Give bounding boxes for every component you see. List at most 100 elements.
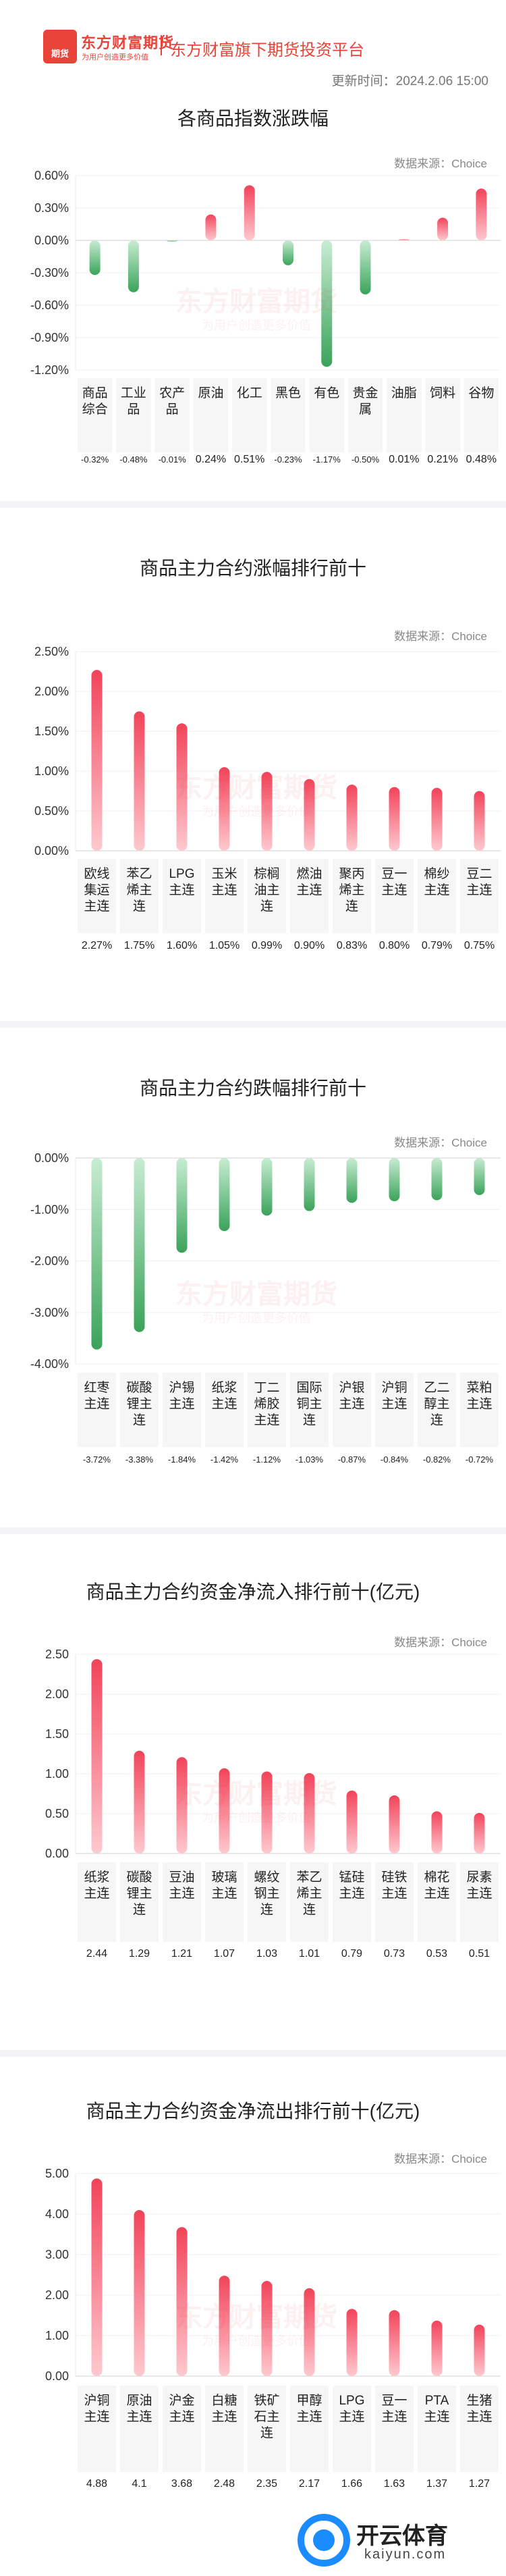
category-label: 烯主 bbox=[126, 883, 152, 897]
value-label: 1.03 bbox=[256, 1948, 277, 1960]
value-label: -0.82% bbox=[423, 1454, 451, 1465]
category-label: 连 bbox=[260, 899, 273, 914]
category-cell bbox=[248, 859, 286, 933]
category-label: 主连 bbox=[211, 1396, 237, 1411]
category-label: 连 bbox=[133, 1902, 146, 1917]
category-label: 连 bbox=[345, 899, 358, 914]
chart-index-change: 0.60% 0.30% 0.00% -0.30% -0.60% -0.90% -1.20% 商… bbox=[30, 169, 501, 465]
category-label: 主连 bbox=[296, 883, 322, 897]
value-label: 2.27% bbox=[82, 940, 112, 951]
category-label: 主连 bbox=[381, 883, 407, 897]
section-index-change: 各商品指数涨跌幅 数据来源：Choice 0.60% 0.30% 0.00% -0.3… bbox=[0, 95, 506, 500]
logo-badge: 期货 bbox=[51, 49, 69, 59]
category-label: 棉纱 bbox=[424, 866, 449, 881]
category-label: 碳酸 bbox=[126, 1380, 152, 1395]
header-title: 东方财富旗下期货投资平台 bbox=[170, 41, 364, 59]
section-divider bbox=[0, 1021, 506, 1028]
category-label: 主连 bbox=[211, 2409, 237, 2424]
category-cell bbox=[205, 859, 244, 933]
bar bbox=[398, 239, 410, 240]
bar bbox=[437, 217, 449, 240]
category-label: 国际 bbox=[296, 1380, 322, 1395]
category-cell bbox=[333, 1862, 371, 1942]
category-cell bbox=[154, 378, 190, 452]
value-label: -0.50% bbox=[352, 454, 380, 465]
page-header: 期货 东方财富期货 为用户创造更多价值 东方财富旗下期货投资平台 更新时间：20… bbox=[0, 0, 506, 88]
bar bbox=[474, 1812, 485, 1854]
value-label: 1.60% bbox=[167, 940, 197, 951]
category-cell bbox=[248, 1862, 286, 1942]
bar bbox=[167, 240, 178, 242]
value-label: -0.84% bbox=[381, 1454, 409, 1465]
value-label: 0.80% bbox=[379, 940, 410, 951]
y-tick-label: 1.00% bbox=[34, 764, 69, 778]
y-tick-label: -0.90% bbox=[30, 331, 69, 344]
category-label: 螺纹 bbox=[254, 1870, 279, 1885]
category-cell bbox=[290, 859, 329, 933]
value-label: 2.35 bbox=[256, 2478, 277, 2490]
value-label: 0.48% bbox=[466, 454, 497, 465]
bar bbox=[474, 2324, 485, 2376]
data-source-label: 数据来源：Choice bbox=[394, 630, 487, 643]
bar bbox=[176, 2227, 188, 2376]
value-label: 0.21% bbox=[427, 454, 457, 465]
value-label: -1.42% bbox=[210, 1454, 239, 1465]
corner-logo-url: kaiyun.com bbox=[364, 2547, 447, 2562]
value-label: 2.48 bbox=[214, 2478, 235, 2490]
category-cell bbox=[375, 859, 414, 933]
category-cell bbox=[163, 1862, 201, 1942]
category-cell bbox=[418, 1862, 456, 1942]
bar bbox=[261, 1771, 273, 1854]
bar bbox=[134, 711, 145, 851]
bar bbox=[205, 214, 217, 240]
category-label: 品 bbox=[127, 402, 140, 417]
bar bbox=[431, 2320, 443, 2376]
value-label: -1.03% bbox=[296, 1454, 324, 1465]
category-label: 主连 bbox=[84, 2409, 109, 2424]
category-label: 连 bbox=[303, 1902, 316, 1917]
category-cell bbox=[248, 1373, 286, 1447]
value-label: -0.72% bbox=[466, 1454, 494, 1465]
category-label: 综合 bbox=[82, 402, 108, 417]
watermark-text: 东方财富期货 bbox=[175, 773, 337, 803]
value-label: 3.68 bbox=[171, 2478, 192, 2490]
category-label: LPG bbox=[339, 2394, 364, 2408]
category-label: 主连 bbox=[126, 2409, 152, 2424]
category-label: PTA bbox=[425, 2394, 449, 2408]
chart-top-gainers: 2.50%2.00%1.50%1.00%0.50%0.00%欧线集运主连2.27… bbox=[34, 645, 501, 951]
category-label: 主连 bbox=[381, 1886, 407, 1901]
category-label: 豆一 bbox=[381, 867, 407, 881]
value-label: 2.17 bbox=[299, 2478, 320, 2490]
bar bbox=[176, 723, 188, 851]
data-source-label: 数据来源：Choice bbox=[394, 2153, 487, 2165]
category-label: 硅铁 bbox=[381, 1870, 407, 1885]
value-label: 0.51% bbox=[234, 454, 264, 465]
y-tick-label: 0.00% bbox=[34, 234, 69, 247]
category-label: 有色 bbox=[314, 386, 339, 400]
value-label: -1.12% bbox=[253, 1454, 281, 1465]
category-cell bbox=[425, 378, 460, 452]
watermark-slogan: 为用户创造更多价值 bbox=[202, 1811, 311, 1824]
category-label: 贵金 bbox=[353, 386, 378, 400]
bar bbox=[261, 772, 273, 851]
category-label: 甲醇 bbox=[296, 2393, 322, 2408]
category-label: 主连 bbox=[211, 883, 237, 897]
category-label: 农产 bbox=[159, 386, 185, 400]
value-label: 0.79 bbox=[341, 1948, 362, 1960]
y-tick-label: -3.00% bbox=[30, 1306, 69, 1319]
watermark-text: 东方财富期货 bbox=[175, 2303, 337, 2332]
value-label: -0.01% bbox=[159, 454, 187, 465]
category-cell bbox=[333, 859, 371, 933]
category-label: 纸浆 bbox=[211, 1380, 237, 1395]
category-label: 主连 bbox=[466, 1396, 492, 1411]
category-label: 主连 bbox=[84, 1886, 109, 1901]
category-cell bbox=[163, 1373, 201, 1447]
category-cell bbox=[120, 1373, 159, 1447]
category-cell bbox=[375, 1373, 414, 1447]
y-tick-label: 2.50% bbox=[34, 645, 69, 658]
y-tick-label: 2.00% bbox=[34, 685, 69, 698]
y-tick-label: 5.00 bbox=[45, 2167, 69, 2180]
bar bbox=[321, 240, 333, 367]
